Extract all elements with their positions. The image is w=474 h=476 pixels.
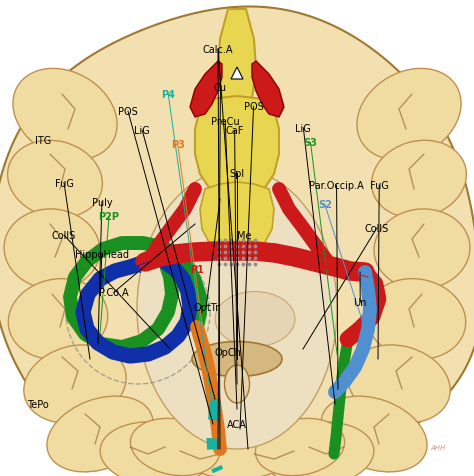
Ellipse shape [264, 422, 374, 476]
Ellipse shape [321, 397, 427, 472]
Polygon shape [252, 62, 284, 118]
Text: P2A: P2A [119, 264, 141, 274]
Ellipse shape [374, 209, 470, 289]
Text: LiG: LiG [295, 124, 311, 133]
Text: Un: Un [354, 298, 367, 307]
Text: Me: Me [237, 231, 251, 240]
Text: CollS: CollS [365, 224, 389, 233]
Text: S2: S2 [318, 200, 332, 209]
Text: OpCh: OpCh [214, 347, 241, 357]
Text: POS: POS [244, 102, 264, 112]
Ellipse shape [100, 422, 210, 476]
Text: AHH: AHH [430, 444, 445, 450]
Text: TePo: TePo [27, 400, 49, 409]
Polygon shape [195, 97, 279, 205]
Text: LiG: LiG [134, 126, 150, 136]
Text: P.Co.A: P.Co.A [99, 288, 128, 298]
Text: ITG: ITG [35, 136, 51, 145]
Text: P4: P4 [161, 90, 175, 100]
Text: Spl: Spl [229, 169, 245, 178]
Ellipse shape [255, 418, 345, 476]
Text: ACA: ACA [227, 419, 247, 428]
Ellipse shape [366, 279, 466, 359]
Ellipse shape [130, 418, 219, 476]
Polygon shape [200, 183, 274, 255]
Ellipse shape [372, 141, 466, 218]
Ellipse shape [192, 342, 282, 377]
Ellipse shape [8, 279, 108, 359]
Text: OptTr: OptTr [193, 302, 219, 312]
Ellipse shape [177, 419, 297, 476]
Polygon shape [190, 62, 222, 118]
Text: Calc.A: Calc.A [203, 45, 233, 55]
Ellipse shape [137, 169, 337, 449]
Ellipse shape [4, 209, 100, 289]
Text: CollS: CollS [52, 231, 76, 240]
Text: CaF: CaF [226, 126, 244, 136]
Ellipse shape [357, 69, 461, 160]
Ellipse shape [225, 365, 249, 403]
Text: P3: P3 [171, 140, 185, 150]
Text: POS: POS [118, 107, 138, 117]
Polygon shape [0, 8, 474, 476]
Text: P2P: P2P [99, 212, 119, 221]
Text: Cu: Cu [214, 83, 227, 93]
Text: FuG: FuG [370, 181, 389, 190]
Text: S3: S3 [303, 138, 318, 148]
Polygon shape [218, 10, 256, 120]
Text: HippoHead: HippoHead [75, 250, 129, 259]
Ellipse shape [8, 141, 102, 218]
Text: Puly: Puly [91, 198, 112, 207]
Ellipse shape [215, 292, 295, 347]
Text: Par.Occip.A: Par.Occip.A [309, 181, 364, 190]
Text: FuG: FuG [55, 178, 73, 188]
Ellipse shape [24, 345, 126, 423]
Ellipse shape [47, 397, 153, 472]
Text: S1: S1 [320, 262, 334, 271]
Text: P1: P1 [190, 264, 204, 274]
Ellipse shape [13, 69, 117, 160]
Polygon shape [231, 68, 243, 80]
Ellipse shape [348, 345, 450, 423]
Text: PreCu: PreCu [211, 117, 239, 126]
